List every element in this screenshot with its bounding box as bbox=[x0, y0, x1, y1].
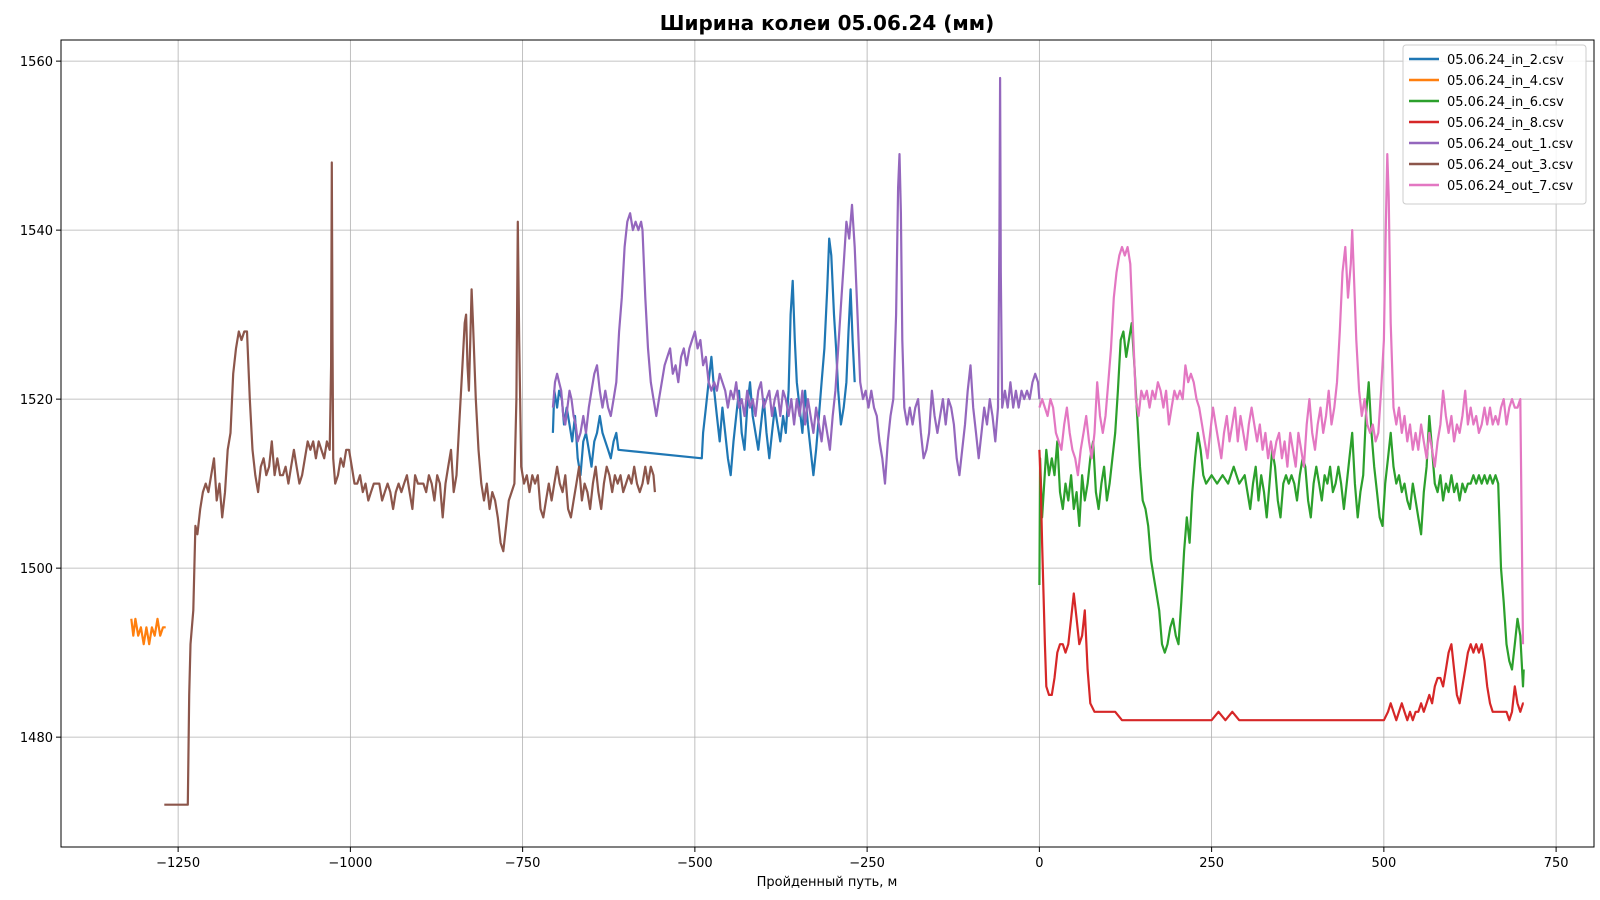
x-tick-label: 500 bbox=[1371, 856, 1396, 871]
legend-label: 05.06.24_in_2.csv bbox=[1447, 53, 1564, 68]
series-line bbox=[1038, 322, 1525, 688]
legend-label: 05.06.24_out_7.csv bbox=[1447, 179, 1574, 194]
y-tick-label: 1480 bbox=[20, 731, 53, 746]
legend-label: 05.06.24_in_8.csv bbox=[1447, 116, 1564, 131]
series-line bbox=[551, 76, 1041, 485]
y-tick-label: 1560 bbox=[20, 55, 53, 70]
y-tick-label: 1520 bbox=[20, 393, 53, 408]
y-tick-label: 1540 bbox=[20, 224, 53, 239]
x-tick-label: 750 bbox=[1544, 856, 1569, 871]
legend: 05.06.24_in_2.csv 05.06.24_in_4.csv 05.06.… bbox=[1402, 44, 1587, 205]
x-axis-label: Пройденный путь, м bbox=[757, 875, 898, 890]
chart-title: Ширина колеи 05.06.24 (мм) bbox=[660, 11, 994, 35]
series-line bbox=[1038, 153, 1525, 645]
series-line bbox=[551, 237, 856, 477]
x-tick-label: 0 bbox=[1035, 856, 1043, 871]
y-tick-label: 1500 bbox=[20, 562, 53, 577]
ticks: −1250 −1000 −750 −500 −250 0 250 500 750 1480 1500… bbox=[20, 55, 1569, 871]
legend-label: 05.06.24_out_3.csv bbox=[1447, 158, 1574, 173]
legend-label: 05.06.24_in_4.csv bbox=[1447, 74, 1564, 89]
x-tick-label: −250 bbox=[849, 856, 885, 871]
x-tick-label: −1000 bbox=[328, 856, 372, 871]
grid bbox=[61, 40, 1594, 847]
x-tick-label: 250 bbox=[1199, 856, 1224, 871]
x-tick-label: −500 bbox=[677, 856, 713, 871]
series-line bbox=[130, 617, 166, 646]
legend-label: 05.06.24_out_1.csv bbox=[1447, 137, 1574, 152]
series-line bbox=[1038, 449, 1525, 722]
plot-frame bbox=[60, 39, 1595, 848]
series-group bbox=[130, 76, 1525, 806]
legend-box bbox=[1402, 44, 1587, 205]
x-tick-label: −1250 bbox=[156, 856, 200, 871]
x-tick-label: −750 bbox=[505, 856, 541, 871]
legend-label: 05.06.24_in_6.csv bbox=[1447, 95, 1564, 110]
series-line bbox=[164, 161, 656, 806]
